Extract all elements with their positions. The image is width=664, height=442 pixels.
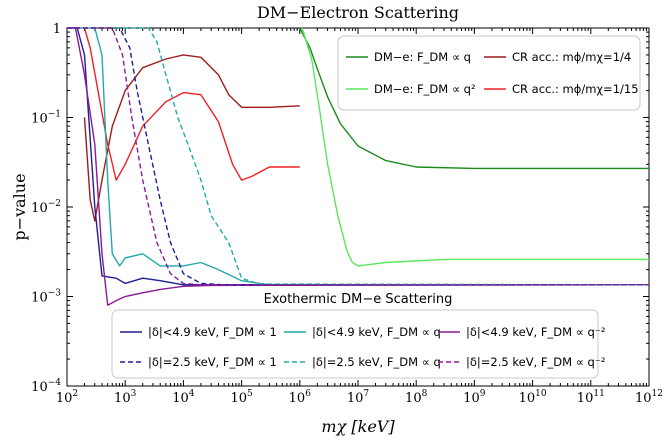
legend-label-cr_115: CR acc.: mϕ/mχ=1/15 [512, 82, 639, 96]
legend-label-cr_14: CR acc.: mϕ/mχ=1/4 [512, 50, 631, 64]
y-tick-label: 10−1 [31, 110, 61, 127]
series-line-exo25_1 [67, 27, 649, 286]
annotation-text: Exothermic DM−e Scattering [264, 292, 453, 307]
chart-title: DM−Electron Scattering [257, 3, 459, 22]
legend-bottom-box [111, 309, 599, 379]
series-line-dm_q2 [301, 27, 649, 267]
series-line-exo49_q [67, 27, 649, 286]
x-tick-label: 105 [230, 389, 253, 406]
legend-label-dm_q: DM−e: F_DM ∝ q [374, 50, 471, 64]
series-line-exo49_1 [67, 27, 649, 286]
series-line-cr_14 [83, 54, 300, 222]
legend-label-exo25_q: |δ|=2.5 keV, F_DM ∝ q [312, 355, 441, 369]
x-tick-label: 108 [405, 389, 428, 406]
legend-label-exo49_q: |δ|<4.9 keV, F_DM ∝ q [312, 325, 441, 339]
legend-label-exo25_1: |δ|=2.5 keV, F_DM ∝ 1 [148, 355, 277, 369]
x-tick-label: 104 [172, 389, 195, 406]
y-axis-label: p−value [10, 173, 29, 240]
legend-label-exo25_qm2: |δ|=2.5 keV, F_DM ∝ q⁻² [466, 355, 606, 369]
x-tick-label: 1010 [519, 389, 547, 406]
legend-bottom: |δ|<4.9 keV, F_DM ∝ 1 |δ|<4.9 keV, F_DM ∝… [111, 309, 606, 379]
x-tick-label: 1012 [635, 389, 663, 406]
x-tick-label: 103 [114, 389, 137, 406]
series-line-exo49_qm2 [67, 27, 650, 306]
axis-ticks: 102 103 104 105 106 107 108 109 1010 1011 1012 10−4… [31, 22, 663, 406]
legend-top: DM−e: F_DM ∝ q DM−e: F_DM ∝ q² CR acc.: mϕ… [337, 35, 641, 111]
x-tick-label: 106 [289, 389, 312, 406]
y-tick-label: 10−2 [31, 199, 61, 216]
y-tick-label: 1 [53, 22, 61, 37]
legend-label-exo49_1: |δ|<4.9 keV, F_DM ∝ 1 [148, 325, 277, 339]
y-tick-label: 10−4 [31, 378, 61, 395]
series-line-dm_q [299, 27, 649, 170]
legend-top-box [337, 35, 641, 111]
series-layer [67, 27, 650, 306]
series-line-cr_115 [83, 27, 300, 181]
x-tick-label: 102 [56, 389, 78, 406]
x-axis-label: mχ [keV] [321, 417, 395, 436]
x-tick-label: 107 [347, 389, 370, 406]
x-tick-label: 109 [463, 389, 486, 406]
legend-label-exo49_qm2: |δ|<4.9 keV, F_DM ∝ q⁻² [466, 325, 606, 339]
y-tick-label: 10−3 [31, 289, 61, 306]
series-line-exo25_q [67, 27, 650, 286]
legend-label-dm_q2: DM−e: F_DM ∝ q² [374, 82, 476, 96]
series-line-exo25_qm2 [67, 27, 649, 286]
x-tick-label: 1011 [577, 389, 605, 406]
